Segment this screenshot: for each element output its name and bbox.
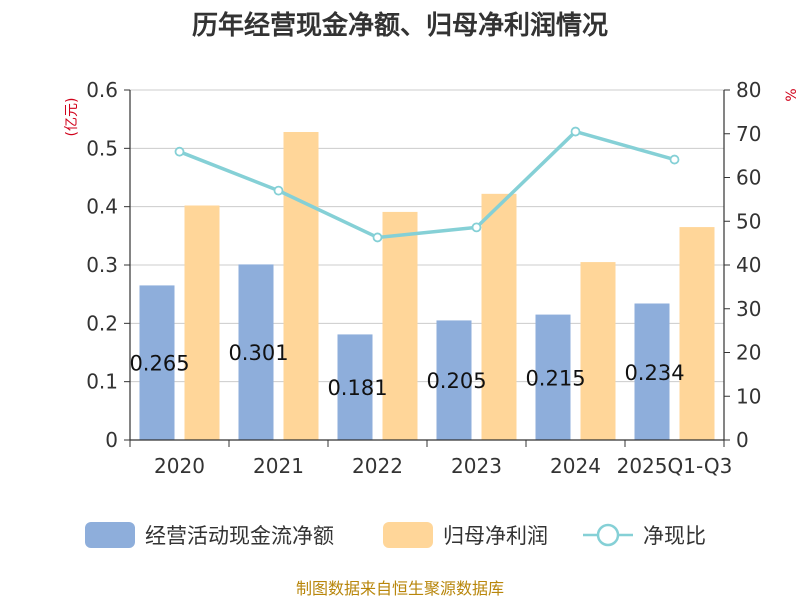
ratio-point <box>471 222 482 233</box>
bar-data-label: 0.301 <box>228 341 288 365</box>
x-tick-label: 2024 <box>550 454 601 478</box>
ratio-point <box>570 126 581 137</box>
bar-cash-flow <box>436 320 472 440</box>
bar-data-label: 0.181 <box>327 376 387 400</box>
y-right-tick-label: 30 <box>736 297 761 321</box>
bar-net-profit <box>679 227 715 440</box>
bar-net-profit <box>283 132 319 440</box>
bar-net-profit <box>481 193 517 440</box>
x-tick-label: 2025Q1-Q3 <box>617 454 733 478</box>
legend-label-cash-flow: 经营活动现金流净额 <box>145 524 334 548</box>
legend-swatch-cash-flow <box>85 522 135 548</box>
y-right-tick-label: 40 <box>736 253 761 277</box>
bar-data-label: 0.234 <box>624 361 684 385</box>
source-note: 制图数据来自恒生聚源数据库 <box>296 579 504 598</box>
y-left-tick-label: 0.3 <box>86 253 118 277</box>
y-axis-right-unit: % <box>784 88 800 101</box>
y-right-tick-label: 20 <box>736 341 761 365</box>
legend-label-ratio: 净现比 <box>643 524 706 548</box>
y-left-tick-label: 0.1 <box>86 370 118 394</box>
ratio-point <box>174 146 185 157</box>
ratio-line-group <box>174 126 680 243</box>
legend-swatch-net-profit <box>383 522 433 548</box>
chart-title: 历年经营现金净额、归母净利润情况 <box>192 10 608 41</box>
axes-group: 0 0.1 0.2 0.3 0.4 0.5 0.6 0 10 20 30 40 50 60 70 80 2020… <box>86 78 761 478</box>
y-axis-left-unit: (亿元) <box>64 98 80 137</box>
bar-net-profit <box>184 205 220 440</box>
bar-cash-flow <box>535 314 571 440</box>
ratio-point <box>669 154 680 165</box>
y-right-tick-label: 0 <box>736 428 749 452</box>
grid-lines <box>130 89 724 383</box>
legend-marker-ratio <box>596 523 620 547</box>
bar-data-label: 0.215 <box>525 366 585 390</box>
x-tick-label: 2021 <box>253 454 304 478</box>
y-left-tick-label: 0.6 <box>86 78 118 102</box>
x-tick-label: 2023 <box>451 454 502 478</box>
y-right-tick-label: 60 <box>736 166 761 190</box>
bar-net-profit <box>580 262 616 440</box>
legend-label-net-profit: 归母净利润 <box>443 524 548 548</box>
y-right-tick-label: 80 <box>736 78 761 102</box>
bar-cash-flow <box>337 334 373 440</box>
bar-cash-flow <box>238 264 274 440</box>
y-right-tick-label: 50 <box>736 209 761 233</box>
y-left-tick-label: 0.2 <box>86 311 118 335</box>
ratio-point <box>372 232 383 243</box>
bar-cash-flow <box>634 303 670 440</box>
bar-data-label: 0.205 <box>426 369 486 393</box>
ratio-line <box>178 129 675 240</box>
y-left-tick-label: 0 <box>105 428 118 452</box>
bar-cash-flow <box>139 285 175 440</box>
bars-group: 0.265 0.301 0.181 0.205 0.215 0.234 <box>129 132 715 440</box>
y-right-tick-label: 10 <box>736 384 761 408</box>
bar-net-profit <box>382 211 418 440</box>
bar-data-label: 0.265 <box>129 352 189 376</box>
y-left-tick-label: 0.4 <box>86 195 118 219</box>
x-tick-label: 2020 <box>154 454 205 478</box>
y-left-tick-label: 0.5 <box>86 136 118 160</box>
x-tick-label: 2022 <box>352 454 403 478</box>
y-right-tick-label: 70 <box>736 122 761 146</box>
ratio-point <box>273 185 284 196</box>
legend: 经营活动现金流净额 归母净利润 净现比 <box>85 522 706 548</box>
